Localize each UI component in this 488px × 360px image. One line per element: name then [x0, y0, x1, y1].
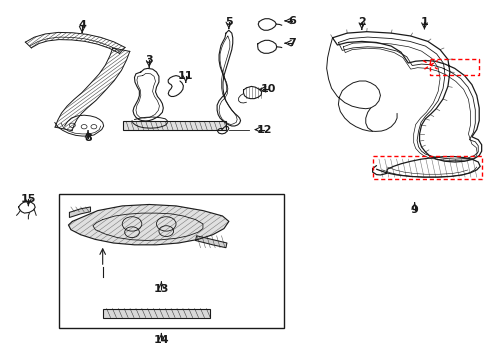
Text: 1: 1	[420, 17, 427, 27]
Text: 8: 8	[84, 132, 92, 143]
Bar	[102, 309, 210, 318]
Text: 7: 7	[288, 38, 296, 48]
Text: 14: 14	[153, 335, 169, 345]
Polygon shape	[68, 204, 228, 245]
Text: 10: 10	[260, 84, 275, 94]
Text: 13: 13	[153, 284, 169, 294]
Polygon shape	[195, 236, 226, 248]
Text: 15: 15	[20, 194, 36, 204]
Text: 12: 12	[256, 125, 271, 135]
Bar	[123, 121, 225, 130]
Text: 2: 2	[357, 17, 365, 27]
Text: 9: 9	[410, 204, 418, 215]
Text: 4: 4	[78, 20, 86, 30]
Text: 6: 6	[288, 16, 296, 26]
Text: 11: 11	[178, 71, 193, 81]
Bar	[59, 194, 283, 328]
Text: 5: 5	[224, 17, 232, 27]
Polygon shape	[69, 207, 90, 217]
Text: 3: 3	[145, 55, 153, 66]
